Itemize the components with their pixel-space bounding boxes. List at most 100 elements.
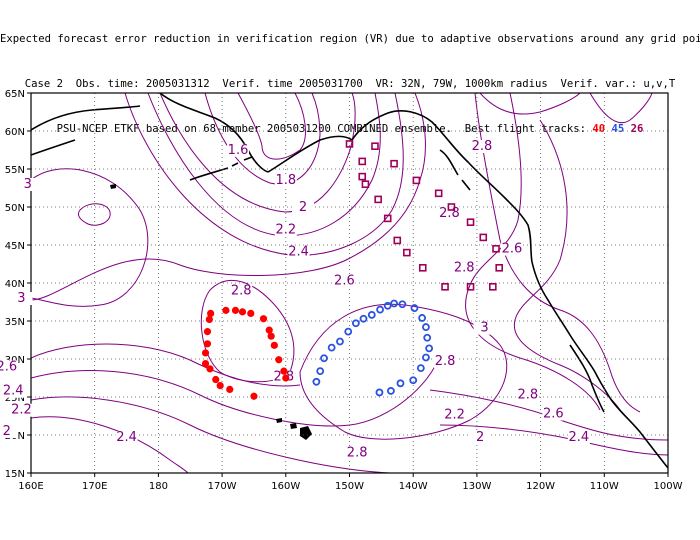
lat-tick-label: 65N — [5, 89, 25, 100]
lat-tick-label: 50N — [5, 203, 25, 214]
track-red-point — [267, 332, 275, 340]
contour-label-bg — [0, 425, 18, 438]
hawaii-island-oahu — [276, 418, 282, 423]
contour-label-bg — [500, 242, 523, 256]
track-red-point — [203, 340, 212, 348]
track-purple-point — [358, 157, 367, 166]
coastline-north-america — [351, 110, 668, 469]
track-blue-point — [418, 314, 427, 322]
header-ensemble-info: PSU-NCEP ETKF based on 68-member 2005031… — [0, 122, 700, 137]
track-blue-point — [390, 299, 398, 308]
track-blue-point — [422, 323, 430, 331]
contour-3-west — [31, 168, 149, 307]
track-label-red: 40 — [592, 123, 606, 135]
contour-label: 2.6 — [0, 359, 17, 374]
lon-tick-label: 100W — [654, 481, 683, 492]
contour-3-coast — [513, 119, 621, 411]
contour-label-bg — [542, 407, 565, 421]
lat-tick-label: 55N — [5, 165, 25, 176]
contour-label-bg — [230, 284, 253, 298]
track-blue-point — [387, 387, 395, 395]
longitude-labels: 160E 170E 180 170W 160W 150W 140W 130W 120W 110W 1… — [18, 481, 682, 492]
track-red-point — [280, 367, 288, 375]
track-red-point — [231, 306, 240, 314]
track-purple-point — [418, 263, 427, 272]
contour-2.8-coast — [465, 93, 601, 411]
header-case-info: Case 2 Obs. time: 2005031312 Verif. time… — [24, 78, 676, 90]
contour-2.2-sw — [31, 396, 391, 473]
track-purple-point — [466, 282, 475, 291]
contour-2.8-central — [299, 303, 508, 440]
contour-label: 2.8 — [347, 445, 368, 460]
contour-label-bg — [434, 355, 457, 369]
contour-label-bg — [473, 321, 496, 335]
contour-label: 2 — [476, 430, 484, 445]
contour-label-bg — [0, 360, 18, 374]
track-blue-point — [316, 367, 325, 376]
track-red-point — [250, 392, 258, 400]
contour-label: 2.4 — [116, 430, 137, 445]
contour-label: 2.4 — [288, 245, 309, 260]
track-purple-point — [371, 142, 379, 150]
track-red-point — [270, 341, 278, 349]
contour-label: 2.2 — [11, 403, 32, 418]
contour-label-bg — [291, 200, 314, 214]
contour-label: 2.8 — [518, 388, 539, 403]
coastline-bc-islands — [439, 149, 471, 191]
contour-2.6-sw — [31, 343, 301, 387]
contour-label: 3 — [480, 321, 488, 336]
contour-label: 1.6 — [228, 143, 249, 158]
lat-tick-label: 25N — [5, 393, 25, 404]
contour-label-bg — [453, 261, 476, 275]
contour-label-bg — [346, 446, 369, 460]
contour-label-bg — [469, 431, 492, 445]
track-red-point — [207, 309, 215, 317]
contour-1.8 — [204, 93, 321, 185]
track-red-point — [226, 385, 234, 393]
lon-tick-label: 150W — [335, 481, 364, 492]
map-header: Expected forecast error reduction in ver… — [0, 2, 700, 152]
contour-2-sw — [31, 416, 189, 473]
track-red-point — [203, 328, 212, 336]
lat-tick-label: 15N — [5, 469, 25, 480]
track-red-point — [282, 374, 290, 382]
contour-2.6-coast — [474, 93, 641, 413]
track-blue-point — [336, 337, 344, 346]
lon-tick-label: 180 — [149, 481, 168, 492]
track-blue-point — [423, 333, 432, 342]
track-label-purple: 26 — [630, 123, 644, 135]
track-red-point — [247, 309, 255, 317]
contour-label-bg — [333, 274, 356, 288]
contour-label: 2 — [3, 424, 11, 439]
track-red-point — [205, 315, 213, 324]
track-blue-point — [359, 314, 368, 323]
contour-label-bg — [10, 403, 33, 417]
coastline-kamchatka — [31, 139, 76, 156]
track-blue-point — [398, 300, 407, 309]
lon-tick-label: 140W — [399, 481, 428, 492]
contour-label-bg — [287, 245, 310, 259]
track-red-point — [206, 365, 214, 373]
lon-tick-label: 130W — [462, 481, 491, 492]
contour-label-bg — [274, 174, 297, 188]
coastline-aleutians — [189, 156, 253, 181]
track-purple-point — [361, 180, 370, 188]
contour-label: 3 — [24, 177, 32, 192]
track-red-point — [222, 306, 230, 314]
track-blue-point — [327, 343, 336, 352]
contour-label: 2.2 — [275, 223, 296, 238]
lat-tick-label: 45N — [5, 241, 25, 252]
track-red-point — [275, 356, 283, 364]
contour-label-bg — [10, 292, 33, 305]
track-purple-point — [492, 245, 500, 253]
track-purple-point — [447, 203, 456, 211]
contour-label-bg — [470, 140, 493, 153]
track-blue-point — [416, 364, 425, 373]
contour-label: 2.8 — [439, 206, 460, 221]
lon-tick-label: 160E — [18, 481, 43, 492]
contour-1.6 — [237, 93, 306, 160]
contour-north-curl — [589, 93, 653, 123]
track-purple-point — [489, 282, 497, 291]
